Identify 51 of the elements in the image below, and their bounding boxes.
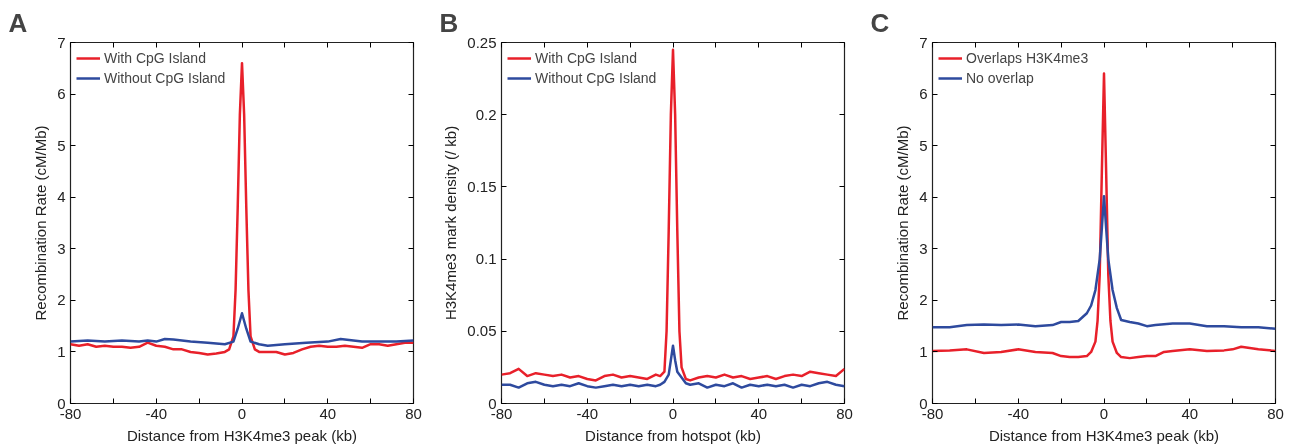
y-tick-label: 2 [57,291,66,309]
y-tick-label: 5 [919,136,928,154]
chart-title: A [8,7,28,38]
y-tick-label: 0.15 [467,177,497,195]
legend-label: With CpG Island [104,50,206,66]
x-tick-label: 40 [750,404,768,422]
x-tick-label: 80 [1267,404,1284,422]
y-tick-label: 2 [919,291,928,309]
y-tick-label: 6 [919,85,928,103]
x-axis-title: Distance from hotspot (kb) [585,426,761,444]
chart-title: C [870,7,890,38]
x-axis-title: Distance from H3K4me3 peak (kb) [988,426,1220,444]
line-series [501,48,845,382]
y-tick-label: 0.1 [475,250,497,268]
legend-label: With CpG Island [535,50,637,66]
y-tick-label: 4 [919,188,928,206]
legend-label: No overlap [966,70,1034,86]
x-tick-label: -40 [1007,404,1030,422]
x-tick-label: -40 [145,404,168,422]
y-tick-label: 6 [57,85,66,103]
y-axis-title: H3K4me3 mark density (/ kb) [442,125,460,321]
x-tick-label: 80 [836,404,853,422]
x-axis-title: Distance from H3K4me3 peak (kb) [126,426,358,444]
x-tick-label: -40 [576,404,599,422]
y-tick-label: 0.05 [467,322,497,340]
x-tick-label: 80 [405,404,422,422]
line-series [932,72,1276,360]
x-tick-label: 40 [319,404,337,422]
x-tick-label: 0 [237,404,247,422]
legend-label: Without CpG Island [535,70,657,86]
line-series [932,194,1276,330]
line-series [70,312,414,347]
legend-label: Without CpG Island [104,70,226,86]
line-series [501,344,845,389]
y-axis-title: Recombination Rate (cM/Mb) [894,125,912,321]
y-tick-label: 3 [919,239,928,257]
y-tick-label: 0.2 [475,105,497,123]
y-tick-label: 3 [57,239,66,257]
x-tick-label: 0 [1099,404,1109,422]
y-tick-label: 7 [57,33,66,51]
y-tick-label: 5 [57,136,66,154]
y-tick-label: 1 [919,342,928,360]
x-tick-label: 0 [668,404,678,422]
y-tick-label: 4 [57,188,66,206]
y-tick-label: 7 [919,33,928,51]
legend-label: Overlaps H3K4me3 [966,50,1089,66]
x-tick-label: 40 [1181,404,1199,422]
y-tick-label: 1 [57,342,66,360]
y-axis-title: Recombination Rate (cM/Mb) [32,125,50,321]
chart-title: B [439,7,459,38]
y-tick-label: 0.25 [467,33,497,51]
